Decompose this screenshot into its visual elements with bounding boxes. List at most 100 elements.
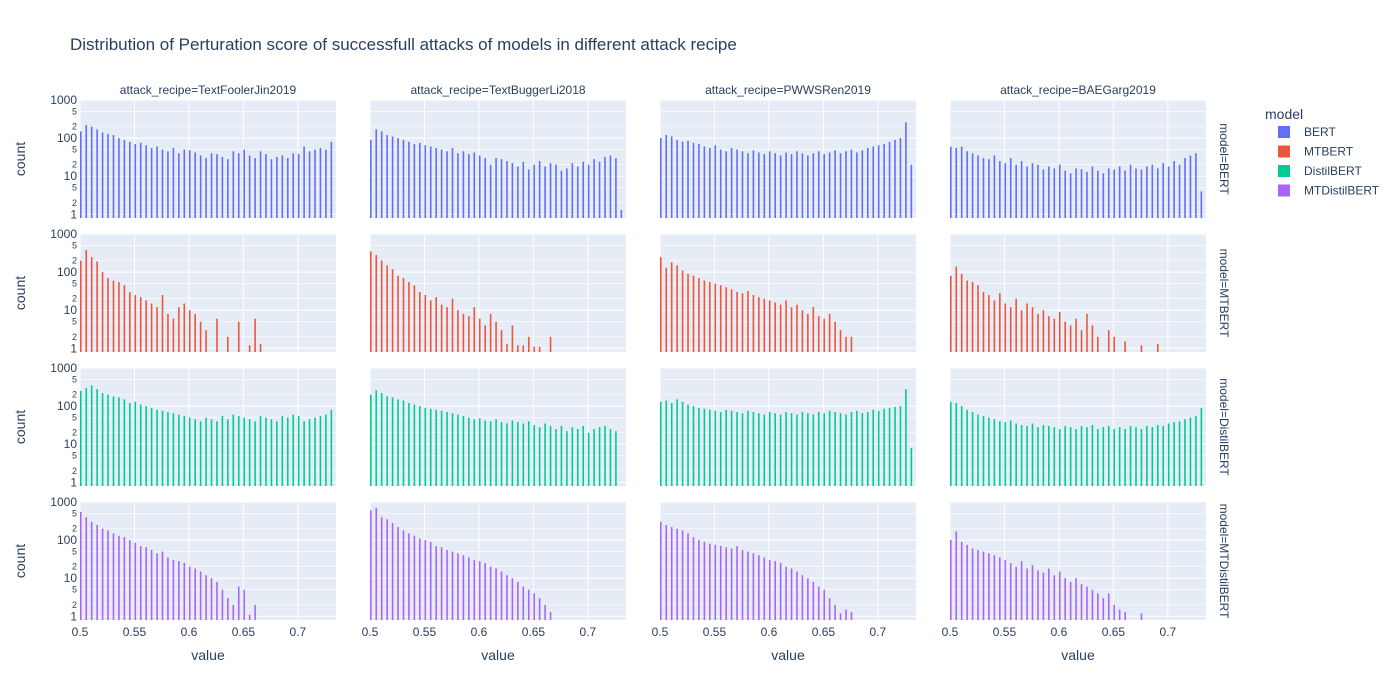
histogram-bar — [999, 557, 1001, 620]
histogram-bar — [210, 578, 213, 620]
histogram-bar — [856, 152, 858, 218]
panel-0-1 — [369, 99, 626, 218]
col-facet-label: attack_recipe=PWWSRen2019 — [705, 83, 871, 97]
histogram-bar — [85, 387, 88, 486]
histogram-bar — [670, 136, 673, 218]
histogram-bar — [80, 511, 82, 620]
histogram-bar — [566, 168, 568, 218]
histogram-bar — [1162, 426, 1165, 486]
histogram-bar — [1151, 164, 1154, 218]
histogram-bar — [1091, 589, 1094, 620]
legend-item[interactable]: DistilBERT — [1278, 164, 1362, 178]
histogram-bar — [861, 413, 864, 486]
histogram-bar — [286, 158, 289, 218]
histogram-bar — [692, 142, 695, 218]
histogram-bar — [167, 557, 169, 620]
histogram-bar — [1102, 598, 1105, 620]
panel-background — [370, 234, 626, 352]
legend: model BERT MTBERT DistilBERT MTDistilBERT — [1265, 106, 1380, 198]
histogram-bar — [1086, 171, 1088, 218]
histogram-bar — [587, 164, 590, 218]
histogram-bar — [484, 158, 486, 218]
y-tick-label: 10 — [64, 437, 78, 451]
y-minor-tick-label: 2 — [72, 524, 77, 534]
histogram-bar — [763, 298, 766, 352]
y-tick-label: 10 — [64, 303, 78, 317]
histogram-bar — [549, 336, 552, 352]
histogram-bar — [971, 548, 974, 620]
row-facet-label: model=BERT — [1217, 123, 1231, 195]
histogram-bar — [966, 409, 968, 486]
histogram-bar — [665, 135, 668, 218]
histogram-bar — [1064, 170, 1066, 218]
histogram-bar — [1173, 422, 1175, 486]
histogram-bar — [687, 140, 689, 218]
panel-2-1 — [369, 367, 626, 486]
histogram-bar — [960, 406, 963, 486]
panel-1-2 — [659, 233, 916, 352]
histogram-bar — [533, 164, 536, 218]
histogram-bar — [665, 400, 668, 486]
histogram-bar — [183, 303, 186, 352]
histogram-bar — [205, 575, 207, 620]
histogram-bar — [96, 129, 98, 218]
legend-item[interactable]: MTBERT — [1278, 145, 1354, 159]
histogram-bar — [435, 409, 437, 486]
histogram-bar — [424, 295, 427, 352]
legend-swatch — [1278, 145, 1290, 158]
y-minor-tick-label: 2 — [72, 390, 77, 400]
histogram-bar — [232, 414, 235, 486]
histogram-bar — [85, 250, 88, 352]
histogram-bar — [1009, 563, 1012, 620]
histogram-bar — [90, 385, 93, 486]
histogram-bar — [660, 521, 662, 620]
histogram-bar — [538, 346, 541, 352]
histogram-bar — [888, 141, 891, 218]
histogram-bar — [123, 399, 126, 486]
histogram-bar — [752, 412, 755, 486]
histogram-bar — [692, 537, 695, 620]
histogram-bar — [446, 307, 448, 352]
histogram-bar — [1086, 427, 1088, 486]
histogram-bar — [779, 414, 782, 486]
legend-item[interactable]: MTDistilBERT — [1278, 184, 1380, 198]
histogram-bar — [692, 275, 695, 352]
histogram-bar — [156, 553, 158, 620]
histogram-bar — [1086, 313, 1088, 352]
histogram-bar — [703, 408, 706, 486]
histogram-bar — [730, 410, 733, 486]
histogram-bar — [977, 549, 979, 620]
histogram-bar — [1075, 168, 1077, 218]
histogram-bar — [1058, 571, 1061, 620]
legend-item[interactable]: BERT — [1278, 125, 1336, 139]
histogram-bar — [375, 390, 378, 486]
histogram-bar — [698, 278, 700, 352]
histogram-bar — [670, 262, 673, 352]
histogram-bar — [736, 546, 738, 620]
y-minor-tick-label: 5 — [72, 145, 77, 155]
histogram-bar — [1037, 570, 1039, 620]
histogram-bar — [462, 555, 465, 620]
histogram-bar — [609, 155, 612, 218]
histogram-bar — [1097, 593, 1099, 620]
histogram-bar — [730, 548, 733, 620]
histogram-bar — [408, 281, 410, 352]
histogram-bar — [178, 561, 180, 620]
histogram-bar — [1156, 424, 1159, 486]
histogram-bar — [768, 412, 771, 486]
histogram-bar — [752, 150, 755, 218]
x-tick-label: 0.65 — [1102, 625, 1126, 639]
panel-background — [950, 502, 1206, 620]
histogram-bar — [839, 153, 842, 218]
histogram-bar — [107, 530, 109, 620]
histogram-bar — [977, 155, 979, 218]
histogram-bar — [899, 138, 902, 218]
histogram-bar — [402, 400, 405, 486]
histogram-bar — [129, 292, 131, 352]
histogram-bar — [101, 272, 104, 352]
histogram-bar — [725, 547, 727, 620]
histogram-bar — [812, 414, 815, 486]
histogram-bar — [747, 551, 749, 620]
histogram-bar — [817, 151, 820, 218]
histogram-bar — [1015, 423, 1017, 486]
